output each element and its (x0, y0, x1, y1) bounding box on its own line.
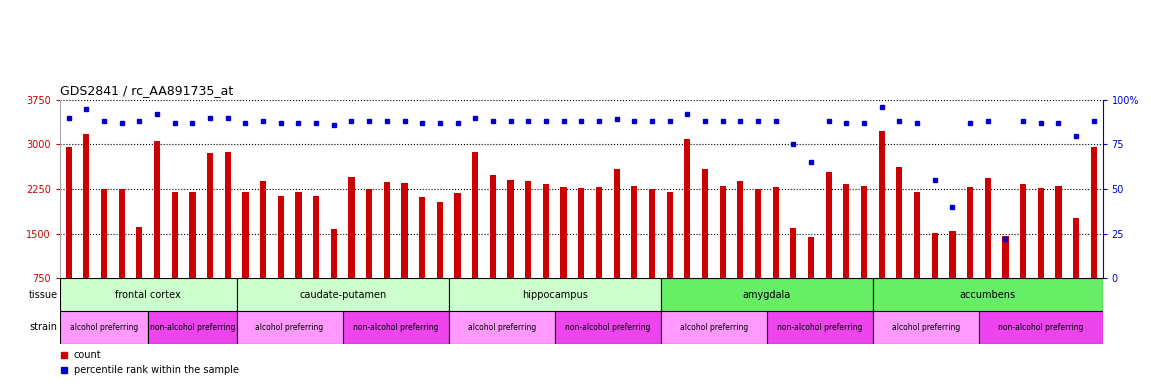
Bar (436, 202, 443, 278)
Bar (702, 169, 708, 278)
Text: alcohol preferring: alcohol preferring (256, 323, 323, 332)
Bar (243, 192, 249, 278)
Bar (931, 233, 938, 278)
Bar (950, 232, 955, 278)
Bar (296, 192, 302, 278)
Bar (224, 152, 231, 278)
Bar (349, 177, 355, 278)
Text: non-alcohol preferring: non-alcohol preferring (565, 323, 650, 332)
Text: non-alcohol preferring: non-alcohol preferring (998, 323, 1083, 332)
Bar (631, 185, 638, 278)
Bar (136, 227, 143, 278)
Bar (872, 311, 980, 344)
Bar (60, 278, 237, 311)
Bar (455, 193, 460, 278)
Bar (1038, 188, 1044, 278)
Bar (237, 311, 343, 344)
Bar (60, 311, 148, 344)
Text: non-alcohol preferring: non-alcohol preferring (353, 323, 439, 332)
Bar (666, 192, 672, 278)
Text: hippocampus: hippocampus (521, 290, 588, 300)
Text: count: count (74, 350, 101, 360)
Bar (684, 139, 691, 278)
Bar (66, 147, 71, 278)
Bar (1091, 147, 1097, 278)
Bar (772, 187, 779, 278)
Bar (914, 192, 920, 278)
Text: tissue: tissue (29, 290, 58, 300)
Bar (383, 182, 390, 278)
Text: percentile rank within the sample: percentile rank within the sample (74, 366, 239, 376)
Bar (171, 192, 178, 278)
Bar (649, 189, 655, 278)
Text: alcohol preferring: alcohol preferring (892, 323, 960, 332)
Text: amygdala: amygdala (742, 290, 791, 300)
Text: alcohol preferring: alcohol preferring (70, 323, 138, 332)
Bar (872, 278, 1103, 311)
Text: alcohol preferring: alcohol preferring (680, 323, 748, 332)
Bar (561, 187, 566, 278)
Bar (861, 186, 867, 278)
Bar (508, 180, 513, 278)
Bar (578, 188, 585, 278)
Bar (825, 172, 832, 278)
Bar (1003, 235, 1008, 278)
Bar (449, 311, 555, 344)
Text: alcohol preferring: alcohol preferring (467, 323, 536, 332)
Bar (980, 311, 1103, 344)
Text: GDS2841 / rc_AA891735_at: GDS2841 / rc_AA891735_at (60, 84, 234, 97)
Bar (1020, 184, 1027, 278)
Bar (277, 196, 284, 278)
Bar (343, 311, 449, 344)
Bar (260, 181, 266, 278)
Bar (419, 197, 425, 278)
Text: accumbens: accumbens (960, 290, 1016, 300)
Bar (402, 182, 407, 278)
Bar (767, 311, 872, 344)
Bar (661, 278, 872, 311)
Bar (207, 153, 213, 278)
Bar (366, 189, 372, 278)
Bar (555, 311, 661, 344)
Bar (808, 237, 814, 278)
Bar (791, 228, 796, 278)
Bar (237, 278, 449, 311)
Bar (1055, 185, 1061, 278)
Bar (490, 175, 496, 278)
Bar (596, 187, 602, 278)
Bar (472, 152, 479, 278)
Bar (83, 134, 90, 278)
Bar (543, 184, 549, 278)
Bar (844, 184, 849, 278)
Bar (755, 189, 761, 278)
Text: non-alcohol preferring: non-alcohol preferring (150, 323, 235, 332)
Bar (613, 169, 619, 278)
Text: strain: strain (30, 322, 58, 333)
Bar (661, 311, 767, 344)
Bar (719, 186, 726, 278)
Text: caudate-putamen: caudate-putamen (299, 290, 387, 300)
Bar (154, 141, 160, 278)
Bar (897, 167, 902, 278)
Bar (148, 311, 237, 344)
Bar (119, 189, 124, 278)
Text: frontal cortex: frontal cortex (115, 290, 181, 300)
Bar (189, 192, 196, 278)
Text: non-alcohol preferring: non-alcohol preferring (777, 323, 862, 332)
Bar (738, 181, 744, 278)
Bar (449, 278, 661, 311)
Bar (1073, 218, 1080, 278)
Bar (101, 189, 107, 278)
Bar (525, 181, 532, 278)
Bar (313, 196, 319, 278)
Bar (330, 229, 337, 278)
Bar (878, 131, 885, 278)
Bar (967, 187, 974, 278)
Bar (984, 178, 991, 278)
